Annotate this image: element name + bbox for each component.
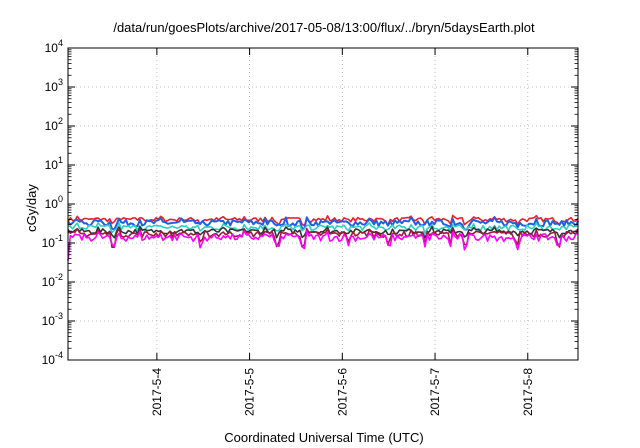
y-tick-exponent: -2	[55, 272, 63, 282]
series-group	[67, 214, 579, 261]
x-axis: 2017-5-4 2017-5-5 2017-5-6 2017-5-7 2017-5-8	[150, 48, 535, 416]
x-axis-label: Coordinated Universal Time (UTC)	[224, 430, 423, 445]
y-tick-label: 100	[45, 194, 63, 211]
y-tick-label: 10-4	[42, 350, 63, 367]
y-tick-exponent: 1	[58, 155, 63, 165]
y-tick-label: 102	[45, 116, 63, 133]
y-axis-label: cGy/day	[24, 184, 39, 232]
x-tick-label: 2017-5-6	[335, 368, 349, 416]
y-tick-exponent: -4	[55, 350, 63, 360]
y-tick-label: 10-2	[42, 272, 63, 289]
y-tick-base: 10	[45, 197, 59, 211]
series-line	[67, 225, 579, 239]
series-line	[67, 216, 579, 231]
y-tick-base: 10	[45, 80, 59, 94]
y-tick-label: 101	[45, 155, 63, 172]
y-tick-exponent: 2	[58, 116, 63, 126]
chart-title: /data/run/goesPlots/archive/2017-05-08/1…	[113, 20, 535, 35]
x-tick-label: 2017-5-8	[521, 368, 535, 416]
y-tick-base: 10	[42, 314, 56, 328]
x-tick-label: 2017-5-4	[150, 368, 164, 416]
x-tick-label: 2017-5-5	[243, 368, 257, 416]
y-tick-base: 10	[42, 275, 56, 289]
y-tick-label: 10-1	[42, 233, 63, 250]
grid	[68, 48, 578, 360]
y-tick-base: 10	[42, 236, 56, 250]
y-tick-exponent: 0	[58, 194, 63, 204]
series-line	[67, 227, 579, 249]
y-tick-exponent: -1	[55, 233, 63, 243]
y-tick-base: 10	[45, 119, 59, 133]
y-tick-base: 10	[42, 353, 56, 367]
y-tick-label: 104	[45, 38, 63, 55]
y-tick-label: 10-3	[42, 311, 63, 328]
y-tick-exponent: -3	[55, 311, 63, 321]
y-tick-base: 10	[45, 41, 59, 55]
x-tick-label: 2017-5-7	[428, 368, 442, 416]
y-tick-exponent: 3	[58, 77, 63, 87]
y-tick-label: 103	[45, 77, 63, 94]
series-line	[67, 230, 579, 261]
y-tick-base: 10	[45, 158, 59, 172]
y-tick-exponent: 4	[58, 38, 63, 48]
